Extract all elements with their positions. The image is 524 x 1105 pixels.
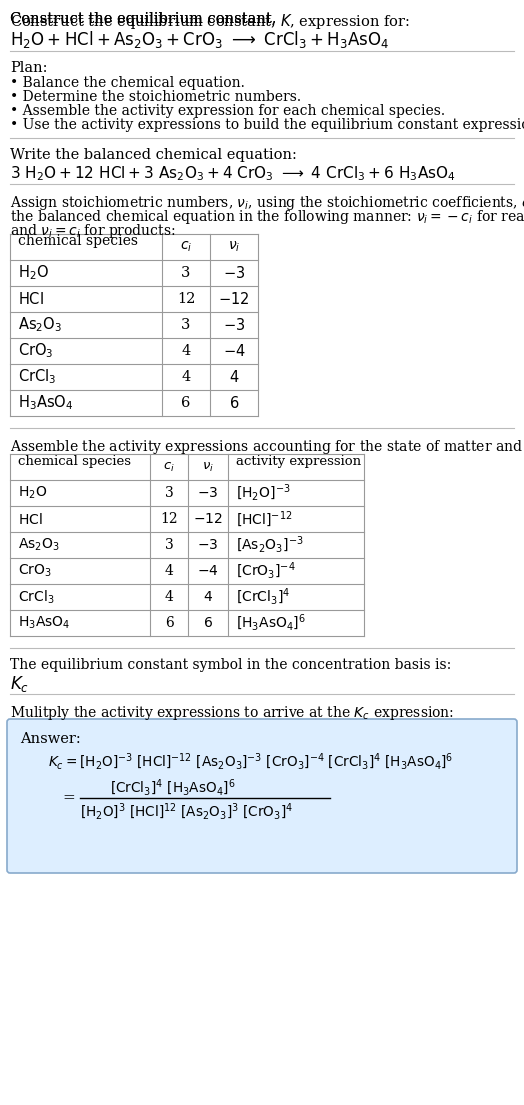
Text: Answer:: Answer: — [20, 732, 81, 746]
Text: $\nu_i$: $\nu_i$ — [202, 461, 214, 474]
Text: $K_c$: $K_c$ — [10, 674, 29, 694]
Text: $[\mathrm{H_3AsO_4}]^{6}$: $[\mathrm{H_3AsO_4}]^{6}$ — [236, 613, 306, 633]
Text: $\mathrm{HCl}$: $\mathrm{HCl}$ — [18, 291, 44, 307]
Text: $c_i$: $c_i$ — [163, 461, 175, 474]
Text: 12: 12 — [177, 292, 195, 306]
Text: Construct the equilibrium constant, $K$, expression for:: Construct the equilibrium constant, $K$,… — [10, 12, 410, 31]
Text: $4$: $4$ — [229, 369, 239, 385]
Text: =: = — [62, 791, 75, 806]
Text: $4$: $4$ — [203, 590, 213, 604]
Text: 6: 6 — [165, 615, 173, 630]
Text: $-4$: $-4$ — [223, 343, 245, 359]
Text: Write the balanced chemical equation:: Write the balanced chemical equation: — [10, 148, 297, 162]
Text: 4: 4 — [181, 370, 191, 385]
Text: chemical species: chemical species — [18, 234, 138, 248]
Text: • Use the activity expressions to build the equilibrium constant expression.: • Use the activity expressions to build … — [10, 118, 524, 131]
Text: $\mathrm{HCl}$: $\mathrm{HCl}$ — [18, 512, 42, 526]
Text: and $\nu_i = c_i$ for products:: and $\nu_i = c_i$ for products: — [10, 222, 176, 240]
Text: $-3$: $-3$ — [223, 317, 245, 333]
Text: 4: 4 — [165, 564, 173, 578]
Text: $\nu_i$: $\nu_i$ — [228, 240, 240, 254]
Text: Construct the equilibrium constant,: Construct the equilibrium constant, — [10, 12, 281, 27]
Text: $\mathrm{CrO_3}$: $\mathrm{CrO_3}$ — [18, 562, 52, 579]
Text: 12: 12 — [160, 512, 178, 526]
Text: $\mathrm{H_3AsO_4}$: $\mathrm{H_3AsO_4}$ — [18, 614, 71, 631]
Text: activity expression: activity expression — [236, 454, 361, 467]
Text: $-4$: $-4$ — [197, 564, 219, 578]
Text: $c_i$: $c_i$ — [180, 240, 192, 254]
Text: $[\mathrm{H_2O}]^{3}\ [\mathrm{HCl}]^{12}\ [\mathrm{As_2O_3}]^{3}\ [\mathrm{CrO_: $[\mathrm{H_2O}]^{3}\ [\mathrm{HCl}]^{12… — [80, 802, 293, 822]
FancyBboxPatch shape — [7, 719, 517, 873]
Text: 3: 3 — [165, 538, 173, 552]
Text: $\mathrm{H_2O}$: $\mathrm{H_2O}$ — [18, 264, 49, 283]
Text: chemical species: chemical species — [18, 454, 131, 467]
Text: $\mathrm{As_2O_3}$: $\mathrm{As_2O_3}$ — [18, 316, 62, 335]
Text: 3: 3 — [181, 266, 191, 280]
Text: $-3$: $-3$ — [198, 538, 219, 552]
Text: $K_c = [\mathrm{H_2O}]^{-3}\ [\mathrm{HCl}]^{-12}\ [\mathrm{As_2O_3}]^{-3}\ [\ma: $K_c = [\mathrm{H_2O}]^{-3}\ [\mathrm{HC… — [48, 753, 453, 772]
Text: 3: 3 — [165, 486, 173, 499]
Text: $\mathrm{CrCl_3}$: $\mathrm{CrCl_3}$ — [18, 368, 56, 387]
Text: $\mathrm{H_2O}$: $\mathrm{H_2O}$ — [18, 485, 47, 502]
Text: Plan:: Plan: — [10, 61, 48, 75]
Text: $[\mathrm{CrCl_3}]^{4}$: $[\mathrm{CrCl_3}]^{4}$ — [236, 587, 290, 608]
Text: $\mathrm{H_3AsO_4}$: $\mathrm{H_3AsO_4}$ — [18, 393, 73, 412]
Text: Assign stoichiometric numbers, $\nu_i$, using the stoichiometric coefficients, $: Assign stoichiometric numbers, $\nu_i$, … — [10, 194, 524, 212]
Text: $[\mathrm{CrCl_3}]^{4}\ [\mathrm{H_3AsO_4}]^{6}$: $[\mathrm{CrCl_3}]^{4}\ [\mathrm{H_3AsO_… — [110, 778, 235, 799]
Text: • Determine the stoichiometric numbers.: • Determine the stoichiometric numbers. — [10, 90, 301, 104]
Text: 3: 3 — [181, 318, 191, 331]
Text: • Assemble the activity expression for each chemical species.: • Assemble the activity expression for e… — [10, 104, 445, 118]
Text: • Balance the chemical equation.: • Balance the chemical equation. — [10, 76, 245, 90]
Text: $\mathrm{CrO_3}$: $\mathrm{CrO_3}$ — [18, 341, 53, 360]
Text: $\mathrm{CrCl_3}$: $\mathrm{CrCl_3}$ — [18, 588, 54, 606]
Text: 6: 6 — [181, 396, 191, 410]
Text: $[\mathrm{CrO_3}]^{-4}$: $[\mathrm{CrO_3}]^{-4}$ — [236, 561, 296, 581]
Text: 4: 4 — [181, 344, 191, 358]
Text: $-3$: $-3$ — [223, 265, 245, 281]
Text: Mulitply the activity expressions to arrive at the $K_c$ expression:: Mulitply the activity expressions to arr… — [10, 704, 454, 722]
Text: $6$: $6$ — [203, 615, 213, 630]
Text: $[\mathrm{H_2O}]^{-3}$: $[\mathrm{H_2O}]^{-3}$ — [236, 483, 290, 503]
Text: $\mathrm{3\ H_2O + 12\ HCl + 3\ As_2O_3 + 4\ CrO_3 \ \longrightarrow \ 4\ CrCl_3: $\mathrm{3\ H_2O + 12\ HCl + 3\ As_2O_3 … — [10, 164, 456, 182]
Text: the balanced chemical equation in the following manner: $\nu_i = -c_i$ for react: the balanced chemical equation in the fo… — [10, 208, 524, 227]
Text: $-3$: $-3$ — [198, 486, 219, 499]
Text: $-12$: $-12$ — [219, 291, 250, 307]
Text: Assemble the activity expressions accounting for the state of matter and $\nu_i$: Assemble the activity expressions accoun… — [10, 438, 524, 456]
Text: The equilibrium constant symbol in the concentration basis is:: The equilibrium constant symbol in the c… — [10, 657, 451, 672]
Text: $-12$: $-12$ — [193, 512, 223, 526]
Text: $[\mathrm{As_2O_3}]^{-3}$: $[\mathrm{As_2O_3}]^{-3}$ — [236, 535, 303, 555]
Text: $6$: $6$ — [229, 394, 239, 411]
Text: Construct the equilibrium constant,: Construct the equilibrium constant, — [10, 12, 281, 27]
Text: $\mathrm{As_2O_3}$: $\mathrm{As_2O_3}$ — [18, 537, 60, 554]
Text: $[\mathrm{HCl}]^{-12}$: $[\mathrm{HCl}]^{-12}$ — [236, 509, 292, 529]
Text: $\mathrm{H_2O + HCl + As_2O_3 + CrO_3 \ \longrightarrow \ CrCl_3 + H_3AsO_4}$: $\mathrm{H_2O + HCl + As_2O_3 + CrO_3 \ … — [10, 29, 389, 50]
Text: 4: 4 — [165, 590, 173, 604]
